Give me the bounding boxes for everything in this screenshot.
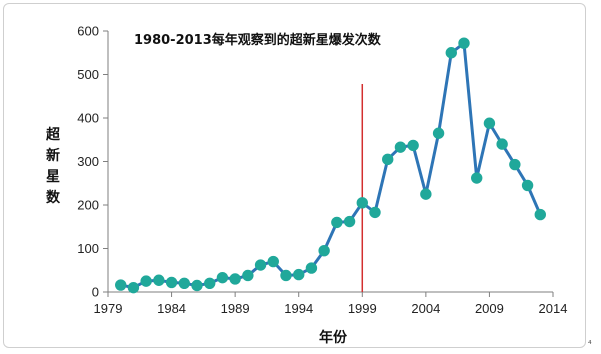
corner-mark: ⁴ bbox=[588, 340, 592, 350]
data-point bbox=[280, 269, 292, 282]
data-point bbox=[140, 275, 152, 287]
y-tick-label: 300 bbox=[77, 154, 99, 169]
y-tick-label: 600 bbox=[77, 24, 99, 39]
data-point bbox=[191, 279, 203, 292]
data-point bbox=[521, 179, 534, 192]
data-point bbox=[115, 279, 127, 291]
data-point bbox=[369, 206, 381, 219]
data-point bbox=[293, 268, 305, 281]
data-point bbox=[407, 139, 419, 152]
data-point bbox=[471, 172, 483, 184]
data-point bbox=[305, 262, 318, 274]
x-tick-label: 1994 bbox=[284, 301, 313, 316]
y-tick-label: 400 bbox=[77, 111, 99, 126]
chart-frame bbox=[3, 3, 586, 348]
data-point bbox=[483, 117, 496, 129]
data-point bbox=[331, 216, 343, 229]
chart-title: 1980-2013每年观察到的超新星爆发次数 bbox=[134, 32, 382, 48]
data-point bbox=[356, 197, 368, 209]
data-point bbox=[458, 37, 470, 49]
data-point bbox=[432, 127, 445, 139]
data-point bbox=[267, 255, 279, 268]
data-point bbox=[420, 188, 432, 200]
y-axis-title-char: 超 bbox=[45, 126, 61, 143]
data-point bbox=[534, 208, 546, 221]
data-point bbox=[318, 244, 330, 257]
data-point bbox=[127, 281, 140, 294]
y-axis-title-char: 数 bbox=[46, 189, 61, 206]
series-line bbox=[120, 41, 542, 290]
data-point bbox=[204, 277, 216, 289]
y-axis-title-char: 星 bbox=[46, 169, 60, 185]
x-tick-label: 2004 bbox=[411, 301, 440, 316]
data-point bbox=[254, 259, 267, 271]
y-tick-label: 500 bbox=[77, 67, 99, 82]
y-axis-title-char: 新 bbox=[46, 147, 60, 164]
x-tick-label: 1989 bbox=[221, 301, 250, 316]
data-point bbox=[382, 153, 394, 166]
data-point bbox=[178, 277, 190, 289]
data-point bbox=[229, 273, 241, 285]
data-point bbox=[496, 138, 508, 150]
x-axis-title: 年份 bbox=[319, 329, 348, 346]
x-tick-label: 1984 bbox=[157, 301, 186, 316]
x-tick-label: 2014 bbox=[539, 301, 568, 316]
x-tick-label: 1979 bbox=[94, 301, 123, 316]
data-point bbox=[445, 47, 457, 59]
data-point bbox=[343, 215, 356, 228]
data-point bbox=[242, 269, 254, 282]
y-tick-label: 200 bbox=[77, 198, 99, 213]
data-point bbox=[509, 158, 521, 171]
data-point bbox=[394, 141, 407, 153]
y-tick-label: 100 bbox=[77, 241, 99, 256]
x-tick-label: 1999 bbox=[348, 301, 377, 316]
y-tick-label: 0 bbox=[92, 285, 99, 300]
data-point bbox=[165, 276, 178, 289]
x-tick-label: 2009 bbox=[475, 301, 504, 316]
data-point bbox=[216, 271, 229, 284]
data-point bbox=[153, 274, 165, 286]
